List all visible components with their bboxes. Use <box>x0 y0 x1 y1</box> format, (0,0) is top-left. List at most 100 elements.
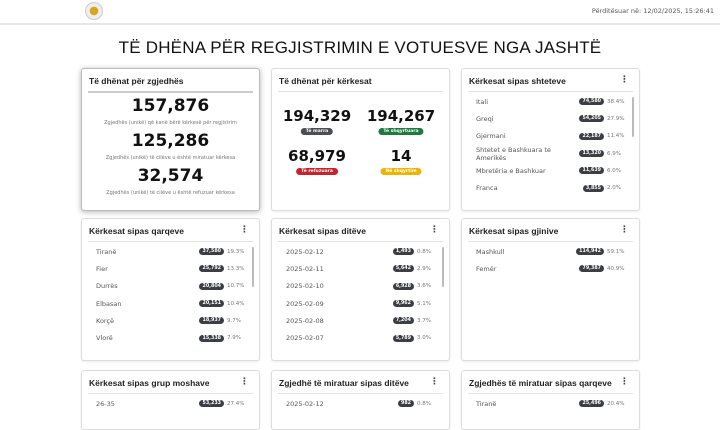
list-item: 2025-02-10 6,928 3.6% <box>278 278 437 295</box>
list-card: Zgjedhës të miratuar sipas qarqeve ⋮ Tira… <box>461 370 640 430</box>
count-badge: 3,855 <box>582 184 604 192</box>
request-stat-value: 68,979 <box>288 147 346 165</box>
list-item: 2025-02-12 982 0.8% <box>278 395 437 412</box>
page-title: TË DHËNA PËR REGJISTRIMIN E VOTUESVE NGA… <box>118 38 602 57</box>
count-badge: 9,962 <box>392 300 414 308</box>
list-item: 2025-02-12 1,493 0.8% <box>278 243 437 260</box>
more-menu-icon[interactable]: ⋮ <box>240 377 249 387</box>
list[interactable]: Itali 74,580 38.4% Greqi 54,205 27.9% Gjermani… <box>468 93 627 210</box>
item-percent: 6.0% <box>607 167 621 174</box>
list-item: Fier 25,792 13.3% <box>88 260 247 277</box>
card-title: Zgjedhës të miratuar sipas qarqeve <box>469 378 612 388</box>
count-badge: 18,937 <box>199 317 224 325</box>
card-title: Kërkesat sipas gjinive <box>469 226 559 236</box>
item-label: 26-35 <box>96 399 115 408</box>
count-badge: 74,580 <box>579 98 604 106</box>
divider <box>468 241 633 242</box>
item-label: Vlorë <box>96 334 113 343</box>
more-menu-icon[interactable]: ⋮ <box>240 225 249 235</box>
stat-label: Zgjedhës (unikë) që kanë bërë kërkesë pë… <box>104 120 237 126</box>
request-stat-value: 194,329 <box>282 107 352 125</box>
item-label: 2025-02-10 <box>286 282 324 291</box>
item-label: Elbasan <box>96 299 122 308</box>
item-label: Femër <box>476 264 497 273</box>
item-percent: 2.0% <box>607 185 621 192</box>
more-menu-icon[interactable]: ⋮ <box>620 225 629 235</box>
item-label: Shtetet e Bashkuara te Amerikës <box>476 145 551 162</box>
divider <box>278 241 443 242</box>
list[interactable]: 2025-02-12 982 0.8% <box>278 395 437 429</box>
count-badge: 79,387 <box>579 265 604 273</box>
requests-card: Të dhënat për kërkesat 194,329 Të marra 19… <box>271 68 450 211</box>
item-label: 2025-02-12 <box>286 247 324 256</box>
list-item: Mashkull 114,942 59.1% <box>468 243 627 260</box>
item-label: Korçë <box>96 316 115 325</box>
status-badge: Të marra <box>300 128 334 135</box>
item-percent: 9.7% <box>227 317 241 324</box>
card-title: Kërkesat sipas shteteve <box>469 76 566 86</box>
item-percent: 20.4% <box>607 400 625 407</box>
list[interactable]: Tiranë 25,496 20.4% <box>468 395 627 429</box>
item-percent: 0.8% <box>417 248 431 255</box>
card-title: Kërkesat sipas grup moshave <box>89 378 210 388</box>
item-label: Greqi <box>476 114 494 123</box>
scrollbar[interactable] <box>442 247 444 287</box>
item-percent: 11.4% <box>607 133 625 140</box>
count-badge: 25,792 <box>199 265 224 273</box>
item-percent: 38.4% <box>607 98 625 105</box>
item-label: Mashkull <box>476 247 505 256</box>
item-percent: 0.8% <box>417 400 431 407</box>
item-percent: 3.6% <box>417 283 431 290</box>
stat-value: 125,286 <box>131 131 210 151</box>
list-item: Elbasan 20,151 10.4% <box>88 295 247 312</box>
list[interactable]: 26-35 53,233 27.4% <box>88 395 247 429</box>
more-menu-icon[interactable]: ⋮ <box>430 377 439 387</box>
item-label: Fier <box>96 264 108 273</box>
count-badge: 1,493 <box>392 248 414 256</box>
count-badge: 6,928 <box>392 282 414 290</box>
divider <box>88 393 253 394</box>
item-label: 2025-02-11 <box>286 264 324 273</box>
stat-label: Zgjedhës (unikë) të cilëve u është mirat… <box>105 155 236 161</box>
status-badge: Në shqyrtim <box>380 168 422 175</box>
list-card: Kërkesat sipas ditëve ⋮ 2025-02-12 1,493 0.… <box>271 218 450 361</box>
item-percent: 3.0% <box>417 335 431 342</box>
list-card: Kërkesat sipas shteteve ⋮ Itali 74,580 38.4… <box>461 68 640 211</box>
list-card: Kërkesat sipas grup moshave ⋮ 26-35 53,233… <box>81 370 260 430</box>
list[interactable]: Tiranë 37,580 19.3% Fier 25,792 13.3% Durrës 20… <box>88 243 247 360</box>
list[interactable]: 2025-02-12 1,493 0.8% 2025-02-11 5,642 2.9% 20… <box>278 243 437 360</box>
list-item: Itali 74,580 38.4% <box>468 93 627 110</box>
list-item: Greqi 54,205 27.9% <box>468 110 627 127</box>
more-menu-icon[interactable]: ⋮ <box>620 75 629 85</box>
count-badge: 54,205 <box>579 115 604 123</box>
list[interactable]: Mashkull 114,942 59.1% Femër 79,387 40.9% <box>468 243 627 360</box>
count-badge: 37,580 <box>199 248 224 256</box>
request-stat-value: 194,267 <box>366 107 436 125</box>
item-percent: 10.7% <box>227 283 245 290</box>
count-badge: 25,496 <box>579 400 604 408</box>
item-label: 2025-02-12 <box>286 399 324 408</box>
item-label: Franca <box>476 184 498 193</box>
item-percent: 10.4% <box>227 300 245 307</box>
item-label: Durrës <box>96 282 118 291</box>
list-item: Korçë 18,937 9.7% <box>88 312 247 329</box>
stat-value: 157,876 <box>131 96 210 116</box>
more-menu-icon[interactable]: ⋮ <box>620 377 629 387</box>
more-menu-icon[interactable]: ⋮ <box>430 225 439 235</box>
card-title: Të dhënat për kërkesat <box>279 76 372 86</box>
list-card: Kërkesat sipas gjinive ⋮ Mashkull 114,942 5… <box>461 218 640 361</box>
list-item: Shtetet e Bashkuara te Amerikës 13,320 6.9… <box>468 145 627 162</box>
item-percent: 19.3% <box>227 248 245 255</box>
scrollbar[interactable] <box>252 247 254 287</box>
scrollbar[interactable] <box>632 97 634 137</box>
item-percent: 27.4% <box>227 400 245 407</box>
list-item: Femër 79,387 40.9% <box>468 260 627 277</box>
item-label: Gjermani <box>476 132 506 141</box>
list-item: Mbretëria e Bashkuar 11,639 6.0% <box>468 162 627 179</box>
item-percent: 7.9% <box>227 335 241 342</box>
card-title: Kërkesat sipas qarqeve <box>89 226 184 236</box>
item-percent: 40.9% <box>607 265 625 272</box>
count-badge: 53,233 <box>199 400 224 408</box>
count-badge: 15,338 <box>199 334 224 342</box>
list-item: 2025-02-08 7,204 3.7% <box>278 312 437 329</box>
